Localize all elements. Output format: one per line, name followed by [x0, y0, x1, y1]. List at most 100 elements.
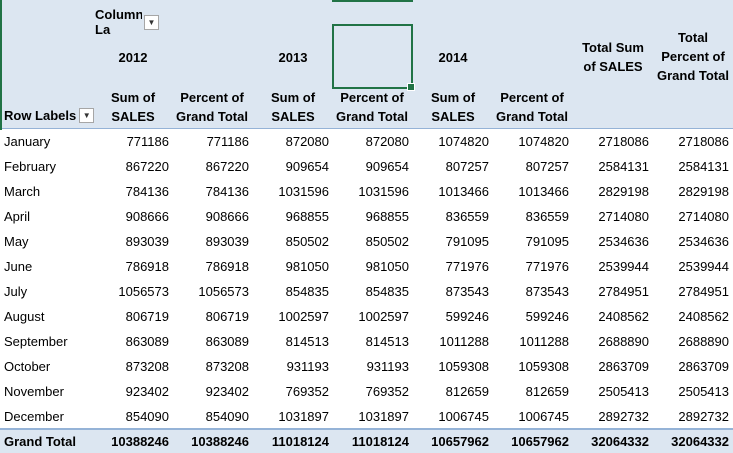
value-cell[interactable]: 909654 — [365, 159, 409, 174]
selected-cell[interactable] — [332, 24, 415, 91]
table-row[interactable]: December 854090 854090 1031897 1031897 100674… — [0, 404, 733, 429]
value-cell[interactable]: 1059308 — [518, 359, 569, 374]
value-cell[interactable]: 873208 — [125, 359, 169, 374]
table-row[interactable]: May 893039 893039 850502 850502 791095 791095 2… — [0, 229, 733, 254]
value-cell[interactable]: 1031596 — [358, 184, 409, 199]
table-row[interactable]: September 863089 863089 814513 814513 1011288… — [0, 329, 733, 354]
value-cell[interactable]: 2408562 — [678, 309, 729, 324]
value-cell[interactable]: 981050 — [365, 259, 409, 274]
value-cell[interactable]: 2718086 — [678, 134, 729, 149]
value-cell[interactable]: 2539944 — [678, 259, 729, 274]
value-cell[interactable]: 863089 — [205, 334, 249, 349]
value-cell[interactable]: 1013466 — [438, 184, 489, 199]
value-cell[interactable]: 923402 — [205, 384, 249, 399]
value-cell[interactable]: 2534636 — [598, 234, 649, 249]
value-cell[interactable]: 854835 — [285, 284, 329, 299]
value-cell[interactable]: 1011288 — [439, 334, 489, 349]
value-cell[interactable]: 2863709 — [678, 359, 729, 374]
value-cell[interactable]: 807257 — [525, 159, 569, 174]
value-cell[interactable]: 850502 — [285, 234, 329, 249]
value-cell[interactable]: 836559 — [525, 209, 569, 224]
value-cell[interactable]: 1031897 — [358, 409, 409, 424]
value-cell[interactable]: 1002597 — [278, 309, 329, 324]
value-cell[interactable]: 909654 — [285, 159, 329, 174]
row-label[interactable]: August — [4, 309, 45, 324]
table-row[interactable]: October 873208 873208 931193 931193 1059308 10… — [0, 354, 733, 379]
value-cell[interactable]: 771186 — [206, 134, 249, 149]
value-cell[interactable]: 2505413 — [678, 384, 729, 399]
value-cell[interactable]: 2718086 — [598, 134, 649, 149]
value-cell[interactable]: 1002597 — [358, 309, 409, 324]
value-cell[interactable]: 806719 — [125, 309, 169, 324]
value-cell[interactable]: 771976 — [525, 259, 569, 274]
value-cell[interactable]: 893039 — [205, 234, 249, 249]
value-cell[interactable]: 873208 — [205, 359, 249, 374]
row-label[interactable]: October — [4, 359, 51, 374]
table-row[interactable]: November 923402 923402 769352 769352 812659 81… — [0, 379, 733, 404]
value-cell[interactable]: 786918 — [205, 259, 249, 274]
value-cell[interactable]: 599246 — [445, 309, 489, 324]
value-cell[interactable]: 1011288 — [519, 334, 569, 349]
value-cell[interactable]: 791095 — [445, 234, 489, 249]
value-cell[interactable]: 814513 — [365, 334, 409, 349]
value-cell[interactable]: 1006745 — [518, 409, 569, 424]
value-cell[interactable]: 1056573 — [198, 284, 249, 299]
value-cell[interactable]: 1006745 — [438, 409, 489, 424]
row-label[interactable]: July — [4, 284, 28, 299]
value-cell[interactable]: 2534636 — [678, 234, 729, 249]
filter-dropdown-icon[interactable]: ▼ — [79, 108, 95, 123]
value-cell[interactable]: 873543 — [525, 284, 569, 299]
value-cell[interactable]: 893039 — [125, 234, 169, 249]
value-cell[interactable]: 1074820 — [438, 134, 489, 149]
filter-dropdown-icon[interactable]: ▼ — [144, 14, 159, 30]
value-cell[interactable]: 867220 — [125, 159, 169, 174]
value-cell[interactable]: 2784951 — [678, 284, 729, 299]
column-labels-header[interactable]: Column La ▼ — [95, 7, 159, 37]
value-cell[interactable]: 981050 — [285, 259, 329, 274]
table-row[interactable]: January 771186 771186 872080 872080 1074820 10… — [0, 129, 733, 154]
row-label[interactable]: December — [4, 409, 64, 424]
row-labels-header[interactable]: Row Labels ▼ — [4, 108, 95, 123]
value-cell[interactable]: 863089 — [125, 334, 169, 349]
value-cell[interactable]: 2863709 — [598, 359, 649, 374]
value-cell[interactable]: 931193 — [366, 359, 409, 374]
value-cell[interactable]: 1031897 — [278, 409, 329, 424]
value-cell[interactable]: 807257 — [445, 159, 489, 174]
value-cell[interactable]: 771186 — [126, 134, 169, 149]
value-cell[interactable]: 2892732 — [598, 409, 649, 424]
value-cell[interactable]: 2784951 — [598, 284, 649, 299]
value-cell[interactable]: 812659 — [525, 384, 569, 399]
value-cell[interactable]: 806719 — [205, 309, 249, 324]
value-cell[interactable]: 784136 — [125, 184, 169, 199]
table-row[interactable]: August 806719 806719 1002597 1002597 599246 59… — [0, 304, 733, 329]
value-cell[interactable]: 599246 — [525, 309, 569, 324]
row-label[interactable]: June — [4, 259, 33, 274]
row-label[interactable]: March — [4, 184, 41, 199]
table-row[interactable]: March 784136 784136 1031596 1031596 1013466 10… — [0, 179, 733, 204]
value-cell[interactable]: 850502 — [365, 234, 409, 249]
value-cell[interactable]: 786918 — [125, 259, 169, 274]
fill-handle[interactable] — [407, 83, 415, 91]
value-cell[interactable]: 769352 — [285, 384, 329, 399]
value-cell[interactable]: 923402 — [125, 384, 169, 399]
value-cell[interactable]: 872080 — [285, 134, 329, 149]
value-cell[interactable]: 814513 — [285, 334, 329, 349]
value-cell[interactable]: 968855 — [365, 209, 409, 224]
value-cell[interactable]: 1074820 — [518, 134, 569, 149]
value-cell[interactable]: 2408562 — [598, 309, 649, 324]
value-cell[interactable]: 908666 — [205, 209, 249, 224]
value-cell[interactable]: 854090 — [125, 409, 169, 424]
value-cell[interactable]: 1059308 — [438, 359, 489, 374]
value-cell[interactable]: 968855 — [285, 209, 329, 224]
value-cell[interactable]: 791095 — [525, 234, 569, 249]
value-cell[interactable]: 2539944 — [598, 259, 649, 274]
value-cell[interactable]: 2584131 — [678, 159, 729, 174]
row-label[interactable]: May — [4, 234, 29, 249]
value-cell[interactable]: 1031596 — [278, 184, 329, 199]
table-row[interactable]: July 1056573 1056573 854835 854835 873543 8735… — [0, 279, 733, 304]
value-cell[interactable]: 872080 — [365, 134, 409, 149]
row-label[interactable]: April — [4, 209, 31, 224]
value-cell[interactable]: 812659 — [445, 384, 489, 399]
value-cell[interactable]: 931193 — [286, 359, 329, 374]
value-cell[interactable]: 854835 — [365, 284, 409, 299]
